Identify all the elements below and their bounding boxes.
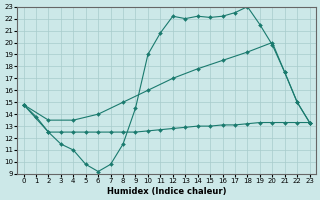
X-axis label: Humidex (Indice chaleur): Humidex (Indice chaleur) <box>107 187 226 196</box>
